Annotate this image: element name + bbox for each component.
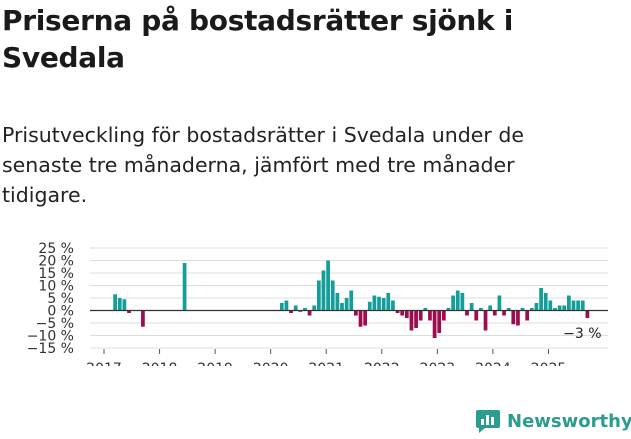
bar (303, 308, 307, 311)
y-tick-label: 15 % (38, 266, 74, 282)
bar (548, 300, 553, 311)
bar (576, 300, 580, 311)
y-tick-label: 20 % (38, 254, 74, 270)
y-tick-label: −15 % (27, 341, 74, 357)
bar (354, 310, 358, 316)
bar (117, 298, 122, 311)
chart-title: Priserna på bostadsrätter sjönk i Svedal… (2, 4, 514, 74)
x-tick-label: 2023 (420, 361, 456, 366)
bar (307, 310, 312, 316)
bar (557, 305, 562, 311)
bar (483, 310, 488, 331)
x-tick-label: 2024 (475, 361, 511, 366)
x-tick-label: 2025 (531, 361, 567, 366)
bar (571, 300, 576, 311)
bar (395, 310, 400, 313)
bar (534, 303, 539, 311)
bar (502, 310, 506, 316)
bar (279, 303, 284, 311)
bar (386, 293, 391, 311)
bar (529, 308, 534, 311)
bar (312, 305, 317, 311)
bar (553, 308, 557, 311)
bar (506, 308, 511, 311)
bar (418, 310, 423, 321)
bar (344, 298, 349, 311)
bar (428, 310, 432, 321)
newsworthy-logo-icon (476, 410, 500, 433)
bar (363, 310, 368, 326)
newsworthy-brand: Newsworthy (475, 406, 631, 436)
bar (451, 295, 455, 311)
bar (432, 310, 437, 338)
y-tick-label: −10 % (27, 329, 74, 345)
bar (316, 280, 321, 311)
bar (497, 295, 502, 311)
bar (377, 296, 381, 311)
bar (479, 308, 483, 311)
bar (516, 310, 520, 326)
bar (326, 260, 330, 311)
bar (127, 310, 131, 313)
bar (409, 310, 414, 331)
last-value-label: −3 % (563, 326, 601, 342)
x-tick-label: 2017 (86, 361, 122, 366)
bar (543, 293, 548, 311)
bar (381, 298, 386, 311)
x-tick-label: 2020 (253, 361, 289, 366)
bar (335, 293, 340, 311)
bar (437, 310, 442, 333)
bar (400, 310, 405, 316)
bar (372, 295, 377, 311)
bar (585, 310, 590, 318)
bar (182, 263, 187, 311)
bar (488, 305, 493, 311)
bar (141, 310, 145, 327)
bar (414, 310, 418, 328)
y-tick-label: 10 % (38, 279, 74, 295)
bar (520, 308, 525, 311)
y-tick-label: 25 % (38, 241, 74, 257)
x-tick-label: 2018 (142, 361, 178, 366)
bar (358, 310, 363, 327)
x-tick-label: 2019 (197, 361, 233, 366)
bar (511, 310, 516, 325)
bar-chart: 25 %20 %15 %10 %5 %0 %−5 %−10 %−15 % 2017… (27, 241, 608, 366)
bar (492, 310, 497, 316)
y-tick-label: 5 % (47, 291, 74, 307)
bar (321, 270, 326, 311)
bar (340, 303, 344, 311)
bar (289, 310, 293, 313)
y-tick-label: −5 % (36, 316, 74, 332)
bar (404, 310, 409, 318)
bar (113, 294, 117, 311)
bar (580, 300, 585, 311)
brand-name: Newsworthy (507, 410, 631, 432)
bar (567, 295, 571, 311)
bar (465, 310, 469, 316)
bar (423, 308, 428, 311)
bar (441, 310, 446, 321)
bar (460, 293, 465, 311)
bar (367, 301, 372, 311)
bar (469, 303, 474, 311)
chart-subtitle: Prisutveckling för bostadsrätter i Sveda… (2, 123, 524, 207)
bar (539, 288, 543, 311)
bar (474, 310, 479, 321)
bar (293, 305, 298, 311)
bar (455, 290, 460, 311)
x-tick-label: 2021 (308, 361, 344, 366)
bar (446, 308, 451, 311)
bar (391, 300, 395, 311)
x-tick-label: 2022 (364, 361, 400, 366)
bar (562, 305, 567, 311)
bar (349, 290, 354, 311)
y-tick-label: 0 % (47, 304, 74, 320)
bar (122, 299, 127, 311)
bar (284, 300, 289, 311)
bar (525, 310, 530, 321)
bar (330, 280, 335, 311)
